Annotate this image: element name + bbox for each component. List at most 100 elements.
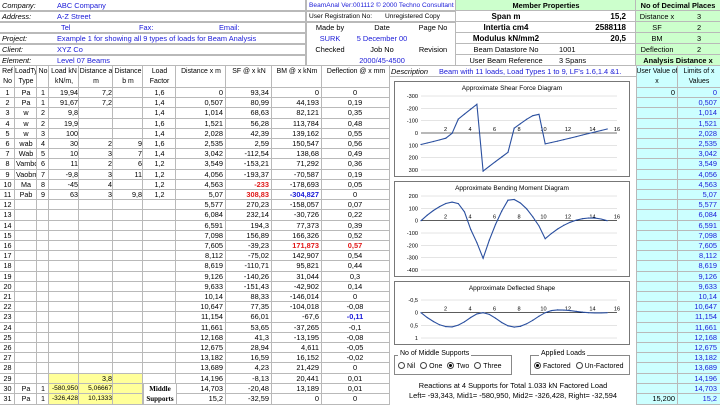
load-cell-b[interactable]: 7 — [112, 148, 144, 161]
made-by-value[interactable]: SURK — [319, 34, 341, 43]
load-cell-lf[interactable] — [142, 311, 177, 324]
load-cell-b[interactable] — [112, 352, 144, 365]
load-cell-a[interactable] — [78, 311, 114, 324]
load-cell-b[interactable] — [112, 178, 144, 192]
load-cell-load[interactable] — [48, 250, 80, 263]
load-cell-type[interactable]: w — [14, 127, 38, 141]
load-cell-load[interactable] — [48, 341, 80, 355]
supports-option[interactable]: One — [420, 362, 442, 370]
load-cell-type[interactable] — [14, 199, 38, 212]
user-x-cell[interactable] — [635, 199, 679, 212]
info-value[interactable] — [56, 22, 304, 33]
load-cell-load[interactable] — [48, 260, 80, 273]
load-cell-no[interactable] — [36, 270, 50, 283]
load-cell-b[interactable] — [112, 301, 144, 314]
load-cell-load[interactable] — [48, 229, 80, 243]
load-cell-lf[interactable] — [142, 301, 177, 314]
radio-button[interactable] — [474, 362, 482, 369]
load-cell-lf[interactable]: 1,4 — [142, 148, 177, 161]
user-x-cell[interactable] — [635, 341, 679, 355]
load-cell-no[interactable]: 8 — [36, 178, 50, 192]
load-cell-lf[interactable] — [142, 341, 177, 355]
load-cell-no[interactable]: 1 — [36, 97, 50, 110]
radio-label[interactable]: Un-Factored — [584, 363, 624, 370]
load-cell-no[interactable] — [36, 321, 50, 334]
user-x-cell[interactable] — [635, 321, 679, 334]
load-cell-load[interactable] — [48, 239, 80, 253]
info-value[interactable]: A-Z Street — [57, 12, 91, 21]
load-cell-no[interactable] — [36, 352, 50, 365]
load-cell-b[interactable]: 6 — [112, 158, 144, 171]
radio-button[interactable] — [534, 362, 541, 369]
load-cell-load[interactable] — [48, 280, 80, 294]
load-cell-b[interactable] — [112, 382, 144, 396]
load-cell-a[interactable]: 10,1333 — [78, 392, 114, 405]
load-cell-b[interactable] — [112, 362, 144, 375]
load-cell-lf[interactable] — [142, 270, 177, 283]
load-cell-lf[interactable] — [142, 260, 177, 273]
load-cell-b[interactable]: 9 — [112, 137, 144, 151]
load-cell-type[interactable]: Pa — [14, 392, 38, 405]
user-x-cell[interactable] — [635, 127, 679, 141]
load-cell-a[interactable] — [78, 270, 114, 283]
load-cell-load[interactable]: 19,9 — [48, 117, 80, 130]
load-cell-a[interactable] — [78, 280, 114, 294]
radio-button[interactable] — [398, 362, 405, 369]
load-cell-type[interactable]: Pa — [14, 382, 38, 396]
load-cell-a[interactable] — [78, 239, 114, 253]
load-cell-b[interactable]: 9,8 — [112, 188, 144, 202]
load-cell-no[interactable] — [36, 229, 50, 243]
load-cell-type[interactable]: Pab — [14, 188, 38, 202]
load-cell-b[interactable] — [112, 117, 144, 130]
user-x-cell[interactable] — [635, 158, 679, 171]
load-cell-no[interactable]: 7 — [36, 168, 50, 181]
load-cell-lf[interactable] — [142, 280, 177, 294]
load-cell-a[interactable]: 7,2 — [78, 86, 114, 100]
load-cell-lf[interactable]: 1,4 — [142, 97, 177, 110]
load-cell-load[interactable]: 91,67 — [48, 97, 80, 110]
load-cell-type[interactable] — [14, 372, 38, 385]
user-x-cell[interactable] — [635, 137, 679, 151]
load-cell-a[interactable]: 7,2 — [78, 97, 114, 110]
supports-option[interactable]: Two — [447, 362, 469, 370]
member-value[interactable]: 2588118 — [595, 23, 626, 32]
load-cell-b[interactable]: 11 — [112, 168, 144, 181]
user-x-cell[interactable] — [635, 209, 679, 222]
load-cell-b[interactable] — [112, 199, 144, 212]
load-cell-a[interactable]: 3 — [78, 148, 114, 161]
load-cell-b[interactable] — [112, 321, 144, 334]
load-cell-load[interactable]: 10 — [48, 148, 80, 161]
load-cell-no[interactable] — [36, 250, 50, 263]
load-cell-b[interactable] — [112, 239, 144, 253]
load-cell-load[interactable] — [48, 270, 80, 283]
applied-option[interactable]: Un-Factored — [575, 362, 624, 370]
user-x-cell[interactable] — [635, 280, 679, 294]
user-x-cell[interactable] — [635, 117, 679, 130]
user-x-cell[interactable]: 15,200 — [635, 392, 679, 405]
load-cell-a[interactable] — [78, 117, 114, 130]
load-cell-type[interactable] — [14, 321, 38, 334]
load-cell-a[interactable] — [78, 107, 114, 120]
radio-label[interactable]: Nil — [407, 363, 416, 370]
load-cell-a[interactable]: 3 — [78, 188, 114, 202]
load-cell-type[interactable]: Pa — [14, 86, 38, 100]
load-cell-type[interactable] — [14, 341, 38, 355]
load-cell-lf[interactable]: 1,6 — [142, 137, 177, 151]
load-cell-a[interactable]: 4 — [78, 178, 114, 192]
load-cell-b[interactable] — [112, 260, 144, 273]
decimal-value[interactable]: 2 — [678, 22, 720, 33]
load-cell-type[interactable]: Pa — [14, 97, 38, 110]
load-cell-no[interactable] — [36, 199, 50, 212]
load-cell-load[interactable]: 19,94 — [48, 86, 80, 100]
load-cell-load[interactable]: -326,428 — [48, 392, 80, 405]
load-cell-load[interactable] — [48, 362, 80, 375]
load-cell-a[interactable]: 5,06667 — [78, 382, 114, 396]
supports-option[interactable]: Nil — [398, 362, 415, 370]
user-x-cell[interactable] — [635, 260, 679, 273]
load-cell-type[interactable] — [14, 260, 38, 273]
load-cell-type[interactable]: Wab — [14, 148, 38, 161]
load-cell-no[interactable] — [36, 301, 50, 314]
load-cell-a[interactable] — [78, 321, 114, 334]
load-cell-a[interactable]: 3,8 — [78, 372, 114, 385]
load-cell-type[interactable] — [14, 362, 38, 375]
